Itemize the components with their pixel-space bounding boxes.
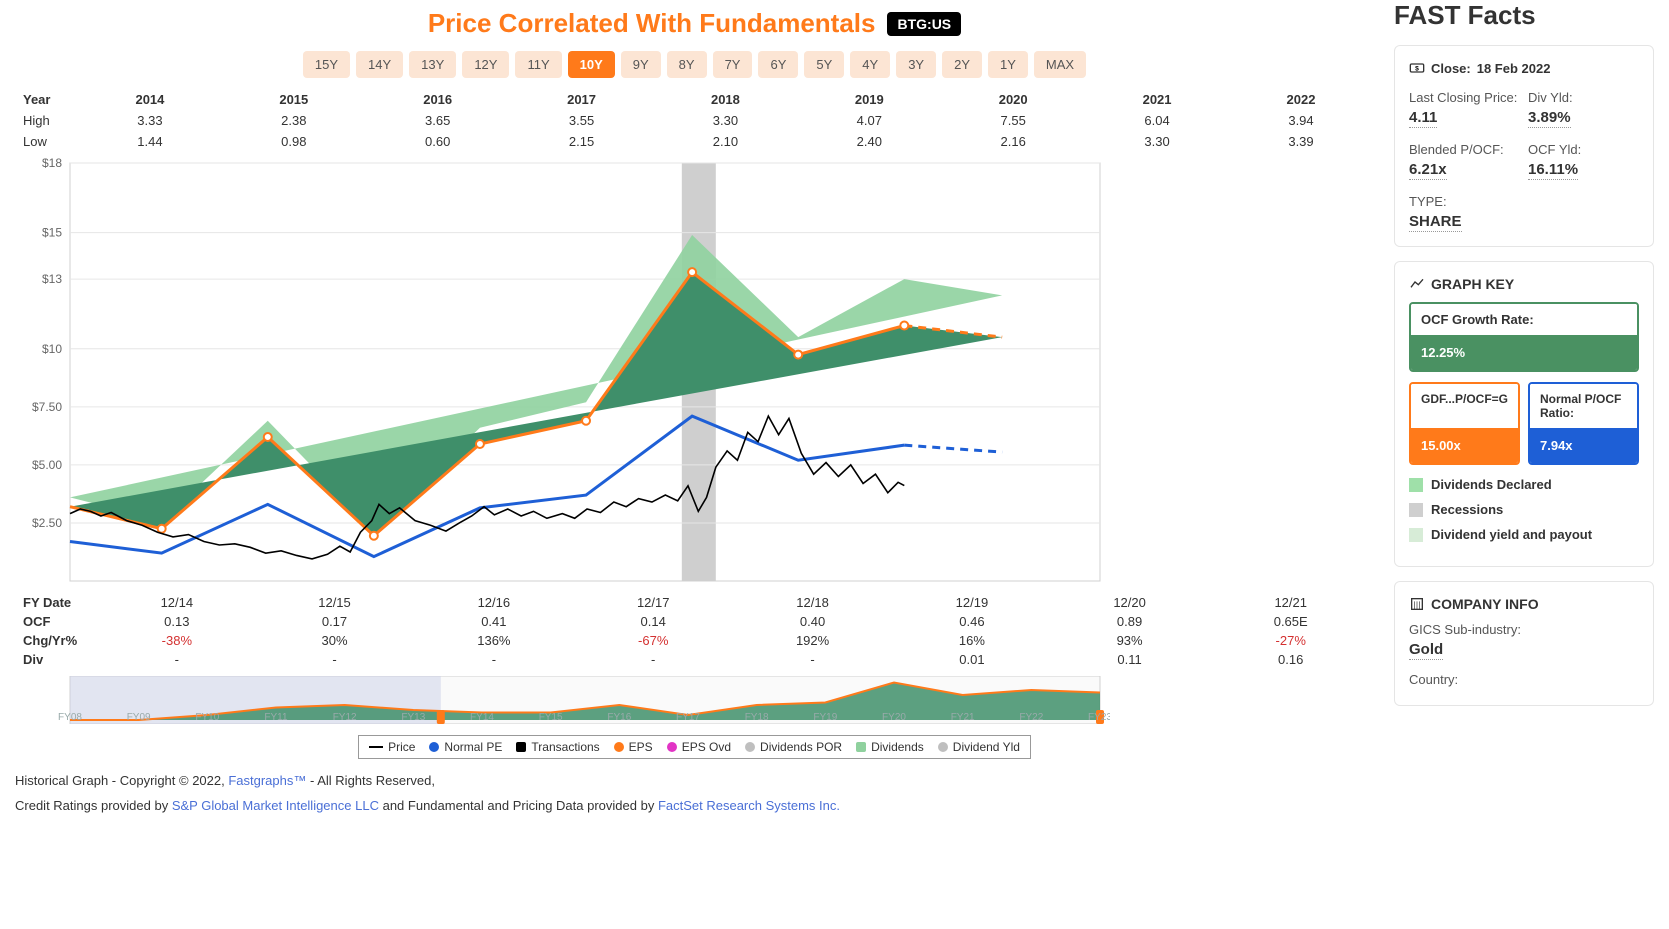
- svg-text:FY19: FY19: [813, 712, 837, 723]
- normal-pocf-label: Normal P/OCF Ratio:: [1530, 384, 1637, 428]
- range-7y[interactable]: 7Y: [713, 51, 753, 78]
- range-max[interactable]: MAX: [1034, 51, 1086, 78]
- footer-text: Historical Graph - Copyright © 2022,: [15, 773, 228, 788]
- range-13y[interactable]: 13Y: [409, 51, 456, 78]
- facts-card: $ Close: 18 Feb 2022 Last Closing Price:…: [1394, 45, 1654, 247]
- chart-svg: $2.50 $5.00 $7.50 $10 $13 $15 $18: [15, 157, 1110, 587]
- svg-text:FY08: FY08: [58, 712, 82, 723]
- svg-text:FY09: FY09: [127, 712, 151, 723]
- footer: Historical Graph - Copyright © 2022, Fas…: [15, 773, 1374, 813]
- close-date: 18 Feb 2022: [1477, 61, 1551, 76]
- svg-text:FY23: FY23: [1088, 712, 1110, 723]
- gics-value: Gold: [1409, 641, 1443, 660]
- range-14y[interactable]: 14Y: [356, 51, 403, 78]
- facts-grid: Last Closing Price:4.11Div Yld:3.89%Blen…: [1409, 90, 1639, 232]
- range-4y[interactable]: 4Y: [850, 51, 890, 78]
- range-11y[interactable]: 11Y: [515, 51, 561, 78]
- legend-box: PriceNormal PETransactionsEPSEPS OvdDivi…: [358, 735, 1031, 759]
- chart-title-row: Price Correlated With Fundamentals BTG:U…: [15, 8, 1374, 39]
- svg-text:$15: $15: [42, 226, 62, 240]
- svg-text:FY21: FY21: [951, 712, 975, 723]
- graph-key-legend: Dividends DeclaredRecessionsDividend yie…: [1409, 477, 1639, 542]
- svg-text:FY14: FY14: [470, 712, 494, 723]
- gics-label: GICS Sub-industry:: [1409, 622, 1639, 637]
- range-8y[interactable]: 8Y: [667, 51, 707, 78]
- building-icon: [1409, 596, 1425, 612]
- dollar-icon: $: [1409, 60, 1425, 76]
- normal-pocf-value: 7.94x: [1530, 428, 1637, 463]
- ticker-badge: BTG:US: [887, 12, 961, 36]
- svg-text:FY20: FY20: [882, 712, 906, 723]
- graph-key-card: GRAPH KEY OCF Growth Rate: 12.25% GDF...…: [1394, 261, 1654, 567]
- growth-rate-value: 12.25%: [1411, 335, 1637, 370]
- svg-text:$5.00: $5.00: [32, 458, 62, 472]
- range-6y[interactable]: 6Y: [758, 51, 798, 78]
- facts-heading: FAST Facts: [1394, 0, 1654, 31]
- mini-range-chart[interactable]: FY08 FY09 FY10 FY11 FY12 FY13 FY14 FY15 FY16 FY17…: [15, 676, 1110, 724]
- chart-title: Price Correlated With Fundamentals: [428, 8, 876, 39]
- svg-text:FY22: FY22: [1019, 712, 1043, 723]
- sp-link[interactable]: S&P Global Market Intelligence LLC: [172, 798, 379, 813]
- svg-text:FY15: FY15: [539, 712, 563, 723]
- svg-text:$13: $13: [42, 272, 62, 286]
- fundamentals-table: FY Date12/1412/1512/1612/1712/1812/1912/…: [15, 592, 1374, 670]
- svg-text:FY18: FY18: [745, 712, 769, 723]
- normal-pocf-box: Normal P/OCF Ratio: 7.94x: [1528, 382, 1639, 465]
- svg-text:FY17: FY17: [676, 712, 700, 723]
- range-15y[interactable]: 15Y: [303, 51, 350, 78]
- svg-text:$7.50: $7.50: [32, 400, 62, 414]
- svg-text:FY10: FY10: [195, 712, 219, 723]
- svg-text:$: $: [1415, 66, 1419, 73]
- close-label: Close:: [1431, 61, 1471, 76]
- range-10y[interactable]: 10Y: [568, 51, 615, 78]
- year-high-low-table: Year201420152016201720182019202020212022…: [15, 88, 1374, 153]
- svg-text:FY16: FY16: [607, 712, 631, 723]
- footer-text: - All Rights Reserved,: [310, 773, 435, 788]
- growth-rate-label: OCF Growth Rate:: [1411, 304, 1637, 335]
- range-12y[interactable]: 12Y: [462, 51, 509, 78]
- graph-key-heading: GRAPH KEY: [1409, 276, 1639, 292]
- legend-row: PriceNormal PETransactionsEPSEPS OvdDivi…: [15, 735, 1374, 759]
- main-chart: $2.50 $5.00 $7.50 $10 $13 $15 $18: [15, 157, 1374, 590]
- country-label: Country:: [1409, 672, 1639, 687]
- svg-text:$10: $10: [42, 342, 62, 356]
- fastgraphs-link[interactable]: Fastgraphs™: [228, 773, 306, 788]
- range-selector: 15Y14Y13Y12Y11Y 10Y9Y8Y7Y6Y5Y4Y3Y2Y1YMAX: [15, 51, 1374, 78]
- gdf-box: GDF...P/OCF=G 15.00x: [1409, 382, 1520, 465]
- company-info-heading: COMPANY INFO: [1409, 596, 1639, 612]
- close-date-row: $ Close: 18 Feb 2022: [1409, 60, 1639, 76]
- svg-text:$2.50: $2.50: [32, 516, 62, 530]
- footer-text: Credit Ratings provided by: [15, 798, 172, 813]
- range-1y[interactable]: 1Y: [988, 51, 1028, 78]
- growth-rate-box: OCF Growth Rate: 12.25%: [1409, 302, 1639, 372]
- svg-text:FY11: FY11: [264, 712, 288, 723]
- factset-link[interactable]: FactSet Research Systems Inc.: [658, 798, 840, 813]
- chart-line-icon: [1409, 276, 1425, 292]
- svg-text:$18: $18: [42, 157, 62, 170]
- gdf-label: GDF...P/OCF=G: [1411, 384, 1518, 428]
- svg-text:FY12: FY12: [333, 712, 357, 723]
- range-3y[interactable]: 3Y: [896, 51, 936, 78]
- range-5y[interactable]: 5Y: [804, 51, 844, 78]
- range-2y[interactable]: 2Y: [942, 51, 982, 78]
- footer-text: and Fundamental and Pricing Data provide…: [383, 798, 658, 813]
- range-9y[interactable]: 9Y: [621, 51, 661, 78]
- company-info-card: COMPANY INFO GICS Sub-industry: Gold Cou…: [1394, 581, 1654, 706]
- gdf-value: 15.00x: [1411, 428, 1518, 463]
- svg-text:FY13: FY13: [401, 712, 425, 723]
